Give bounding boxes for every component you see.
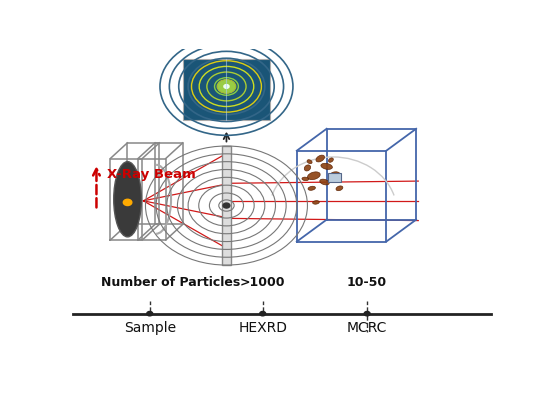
Ellipse shape (302, 177, 309, 181)
Ellipse shape (336, 186, 343, 191)
Ellipse shape (307, 172, 320, 179)
Ellipse shape (114, 162, 141, 237)
Ellipse shape (307, 160, 312, 164)
Ellipse shape (304, 165, 311, 171)
Text: X-Ray Beam: X-Ray Beam (107, 168, 196, 181)
Bar (183, 59, 270, 120)
Text: Number of Particles: Number of Particles (101, 276, 241, 289)
Ellipse shape (328, 158, 333, 162)
Ellipse shape (321, 163, 332, 169)
Text: MCRC: MCRC (347, 321, 387, 335)
Ellipse shape (308, 186, 315, 190)
Text: >1000: >1000 (240, 276, 285, 289)
Ellipse shape (320, 179, 329, 185)
Bar (328, 173, 340, 182)
Circle shape (364, 311, 370, 316)
Ellipse shape (316, 155, 324, 162)
Text: 10-50: 10-50 (347, 276, 387, 289)
Bar (222, 146, 231, 265)
Circle shape (217, 79, 236, 93)
Text: Sample: Sample (124, 321, 176, 335)
Circle shape (224, 85, 229, 88)
Circle shape (260, 311, 266, 316)
Ellipse shape (312, 201, 320, 204)
Ellipse shape (331, 172, 340, 177)
Circle shape (147, 311, 153, 316)
Circle shape (123, 199, 132, 206)
Text: HEXRD: HEXRD (238, 321, 287, 335)
Circle shape (223, 203, 230, 208)
